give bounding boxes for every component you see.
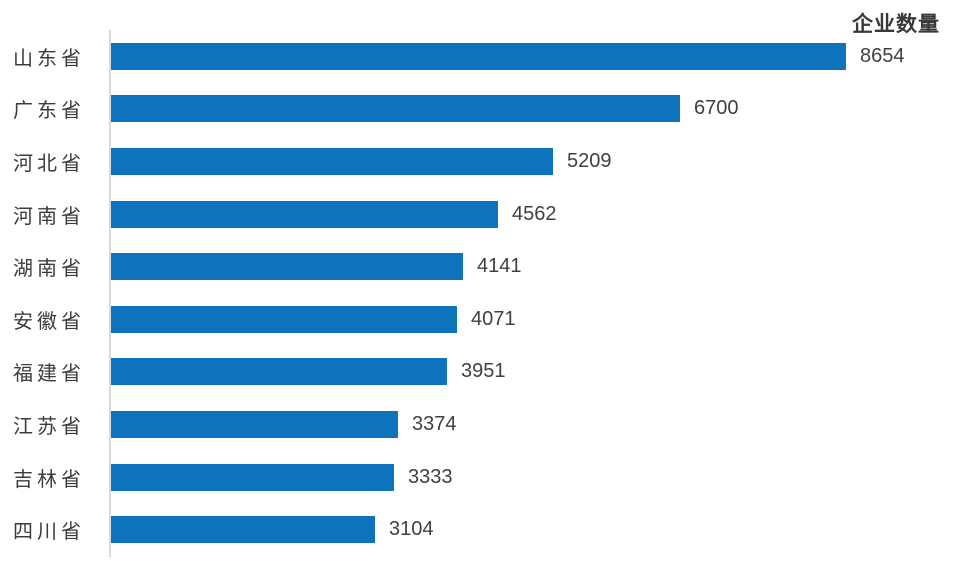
category-label: 安徽省	[13, 310, 85, 333]
chart-row: 广东省 6700	[0, 83, 959, 136]
value-label: 3333	[408, 465, 453, 488]
value-label: 8654	[860, 44, 905, 67]
bar	[111, 463, 394, 491]
category-label: 河北省	[13, 152, 85, 175]
chart-row: 湖南省 4141	[0, 240, 959, 293]
value-label: 4562	[512, 202, 557, 225]
bar	[111, 147, 553, 175]
chart-row: 福建省 3951	[0, 346, 959, 399]
chart-row: 江苏省 3374	[0, 398, 959, 451]
bar	[111, 516, 375, 544]
category-label: 福建省	[13, 363, 85, 386]
category-label: 山东省	[13, 47, 85, 70]
chart-row: 山东省 8654	[0, 30, 959, 83]
chart-title: 企业数量	[852, 13, 940, 36]
category-label: 四川省	[13, 521, 85, 544]
value-label: 3104	[389, 518, 434, 541]
chart-row: 安徽省 4071	[0, 293, 959, 346]
category-label: 广东省	[13, 100, 85, 123]
value-label: 5209	[567, 149, 612, 172]
chart-row: 吉林省 3333	[0, 451, 959, 504]
chart-row: 河南省 4562	[0, 188, 959, 241]
value-label: 4141	[477, 255, 522, 278]
bar	[111, 95, 680, 123]
bar	[111, 410, 398, 438]
bar	[111, 305, 457, 333]
category-label: 江苏省	[13, 415, 85, 438]
value-label: 3951	[461, 360, 506, 383]
bar	[111, 42, 846, 70]
chart-rows: 山东省 8654 广东省 6700 河北省 5209 河南省 4562 湖南省 …	[0, 30, 959, 556]
category-label: 河南省	[13, 205, 85, 228]
chart-row: 河北省 5209	[0, 135, 959, 188]
bar	[111, 358, 447, 386]
chart-row: 四川省 3104	[0, 503, 959, 556]
bar	[111, 200, 498, 228]
bar	[111, 253, 463, 281]
value-label: 6700	[694, 97, 739, 120]
y-axis-line	[109, 30, 111, 557]
category-label: 湖南省	[13, 258, 85, 281]
value-label: 3374	[412, 412, 457, 435]
value-label: 4071	[471, 307, 516, 330]
category-label: 吉林省	[13, 468, 85, 491]
